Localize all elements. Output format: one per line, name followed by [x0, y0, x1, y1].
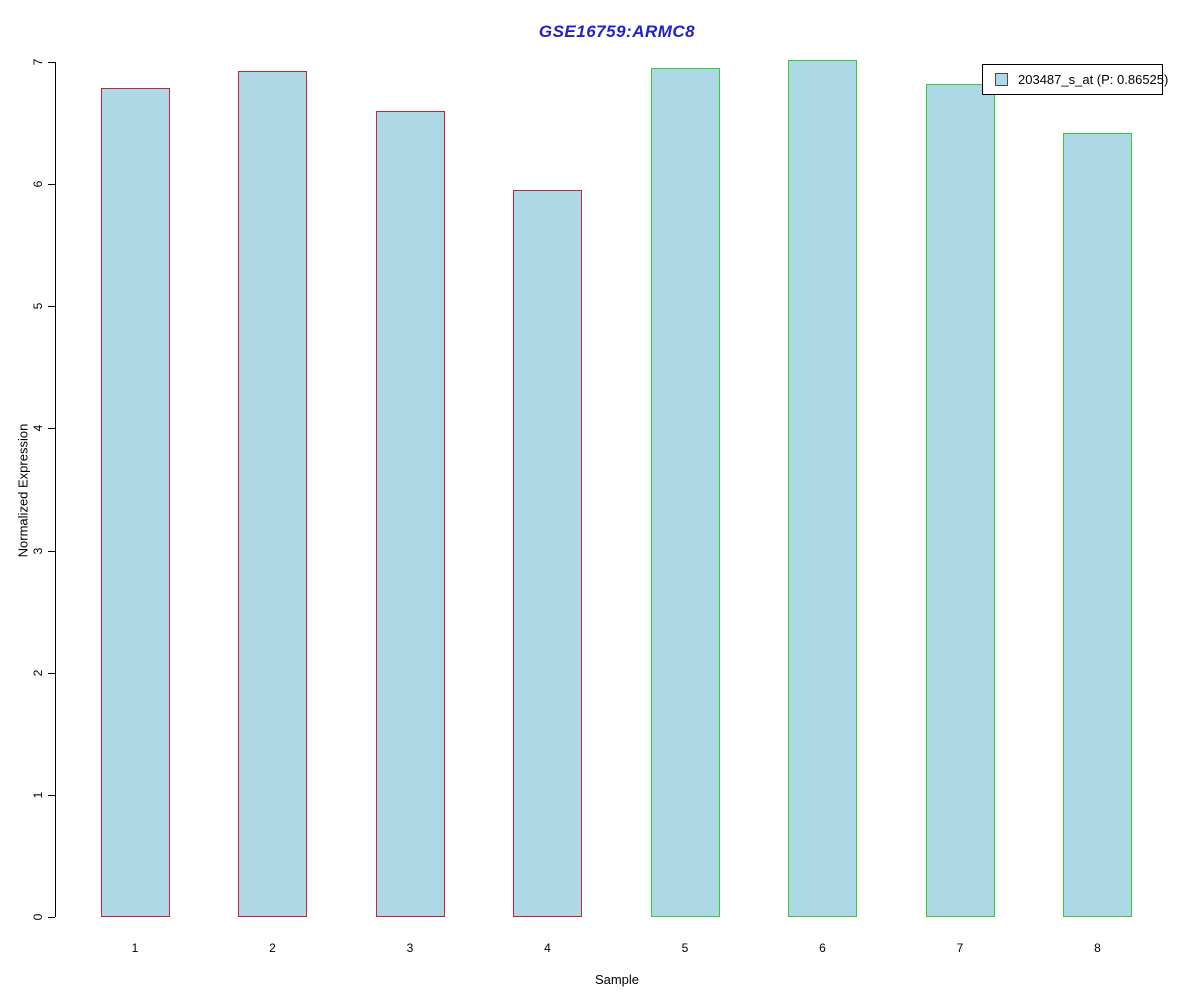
x-tick-label: 1: [131, 941, 139, 955]
bar-sample-8: [1063, 132, 1132, 917]
bar-sample-4: [513, 190, 582, 917]
bar-sample-7: [925, 83, 995, 917]
y-tick-mark: [48, 917, 55, 918]
y-tick-label: 1: [31, 791, 45, 799]
y-tick-label: 5: [31, 302, 45, 310]
y-tick-label: 4: [31, 425, 45, 432]
x-tick-label: 6: [819, 941, 826, 955]
legend: 203487_s_at (P: 0.86525): [982, 64, 1168, 95]
bar-sample-3: [375, 110, 445, 917]
y-tick-mark: [48, 306, 55, 308]
y-tick-label: 0: [31, 913, 45, 921]
x-tick-label: 8: [1094, 941, 1101, 955]
y-tick-label: 6: [31, 180, 45, 188]
y-axis-line: [55, 62, 56, 917]
x-axis-title: Sample: [594, 972, 640, 987]
legend-swatch-icon: [995, 73, 1008, 86]
bar-sample-6: [788, 59, 857, 917]
y-tick-mark: [48, 428, 55, 430]
y-axis-title: Normalized Expression: [15, 423, 31, 558]
bar-sample-5: [650, 68, 720, 917]
y-tick-mark: [48, 62, 55, 63]
y-tick-mark: [48, 672, 55, 674]
y-tick-mark: [48, 794, 55, 796]
legend-label: 203487_s_at (P: 0.86525): [1018, 72, 1169, 87]
bar-sample-2: [238, 70, 307, 917]
y-tick-label: 2: [31, 669, 45, 677]
y-tick-mark: [48, 184, 55, 186]
bar-sample-1: [100, 87, 170, 917]
x-tick-label: 2: [269, 941, 276, 955]
x-tick-label: 4: [544, 941, 551, 955]
chart-title: GSE16759:ARMC8: [538, 22, 696, 41]
y-tick-mark: [48, 550, 55, 552]
x-tick-label: 7: [956, 941, 964, 955]
y-tick-label: 3: [31, 547, 45, 554]
x-tick-label: 3: [406, 941, 414, 955]
y-tick-label: 7: [31, 58, 45, 66]
x-tick-label: 5: [681, 941, 689, 955]
